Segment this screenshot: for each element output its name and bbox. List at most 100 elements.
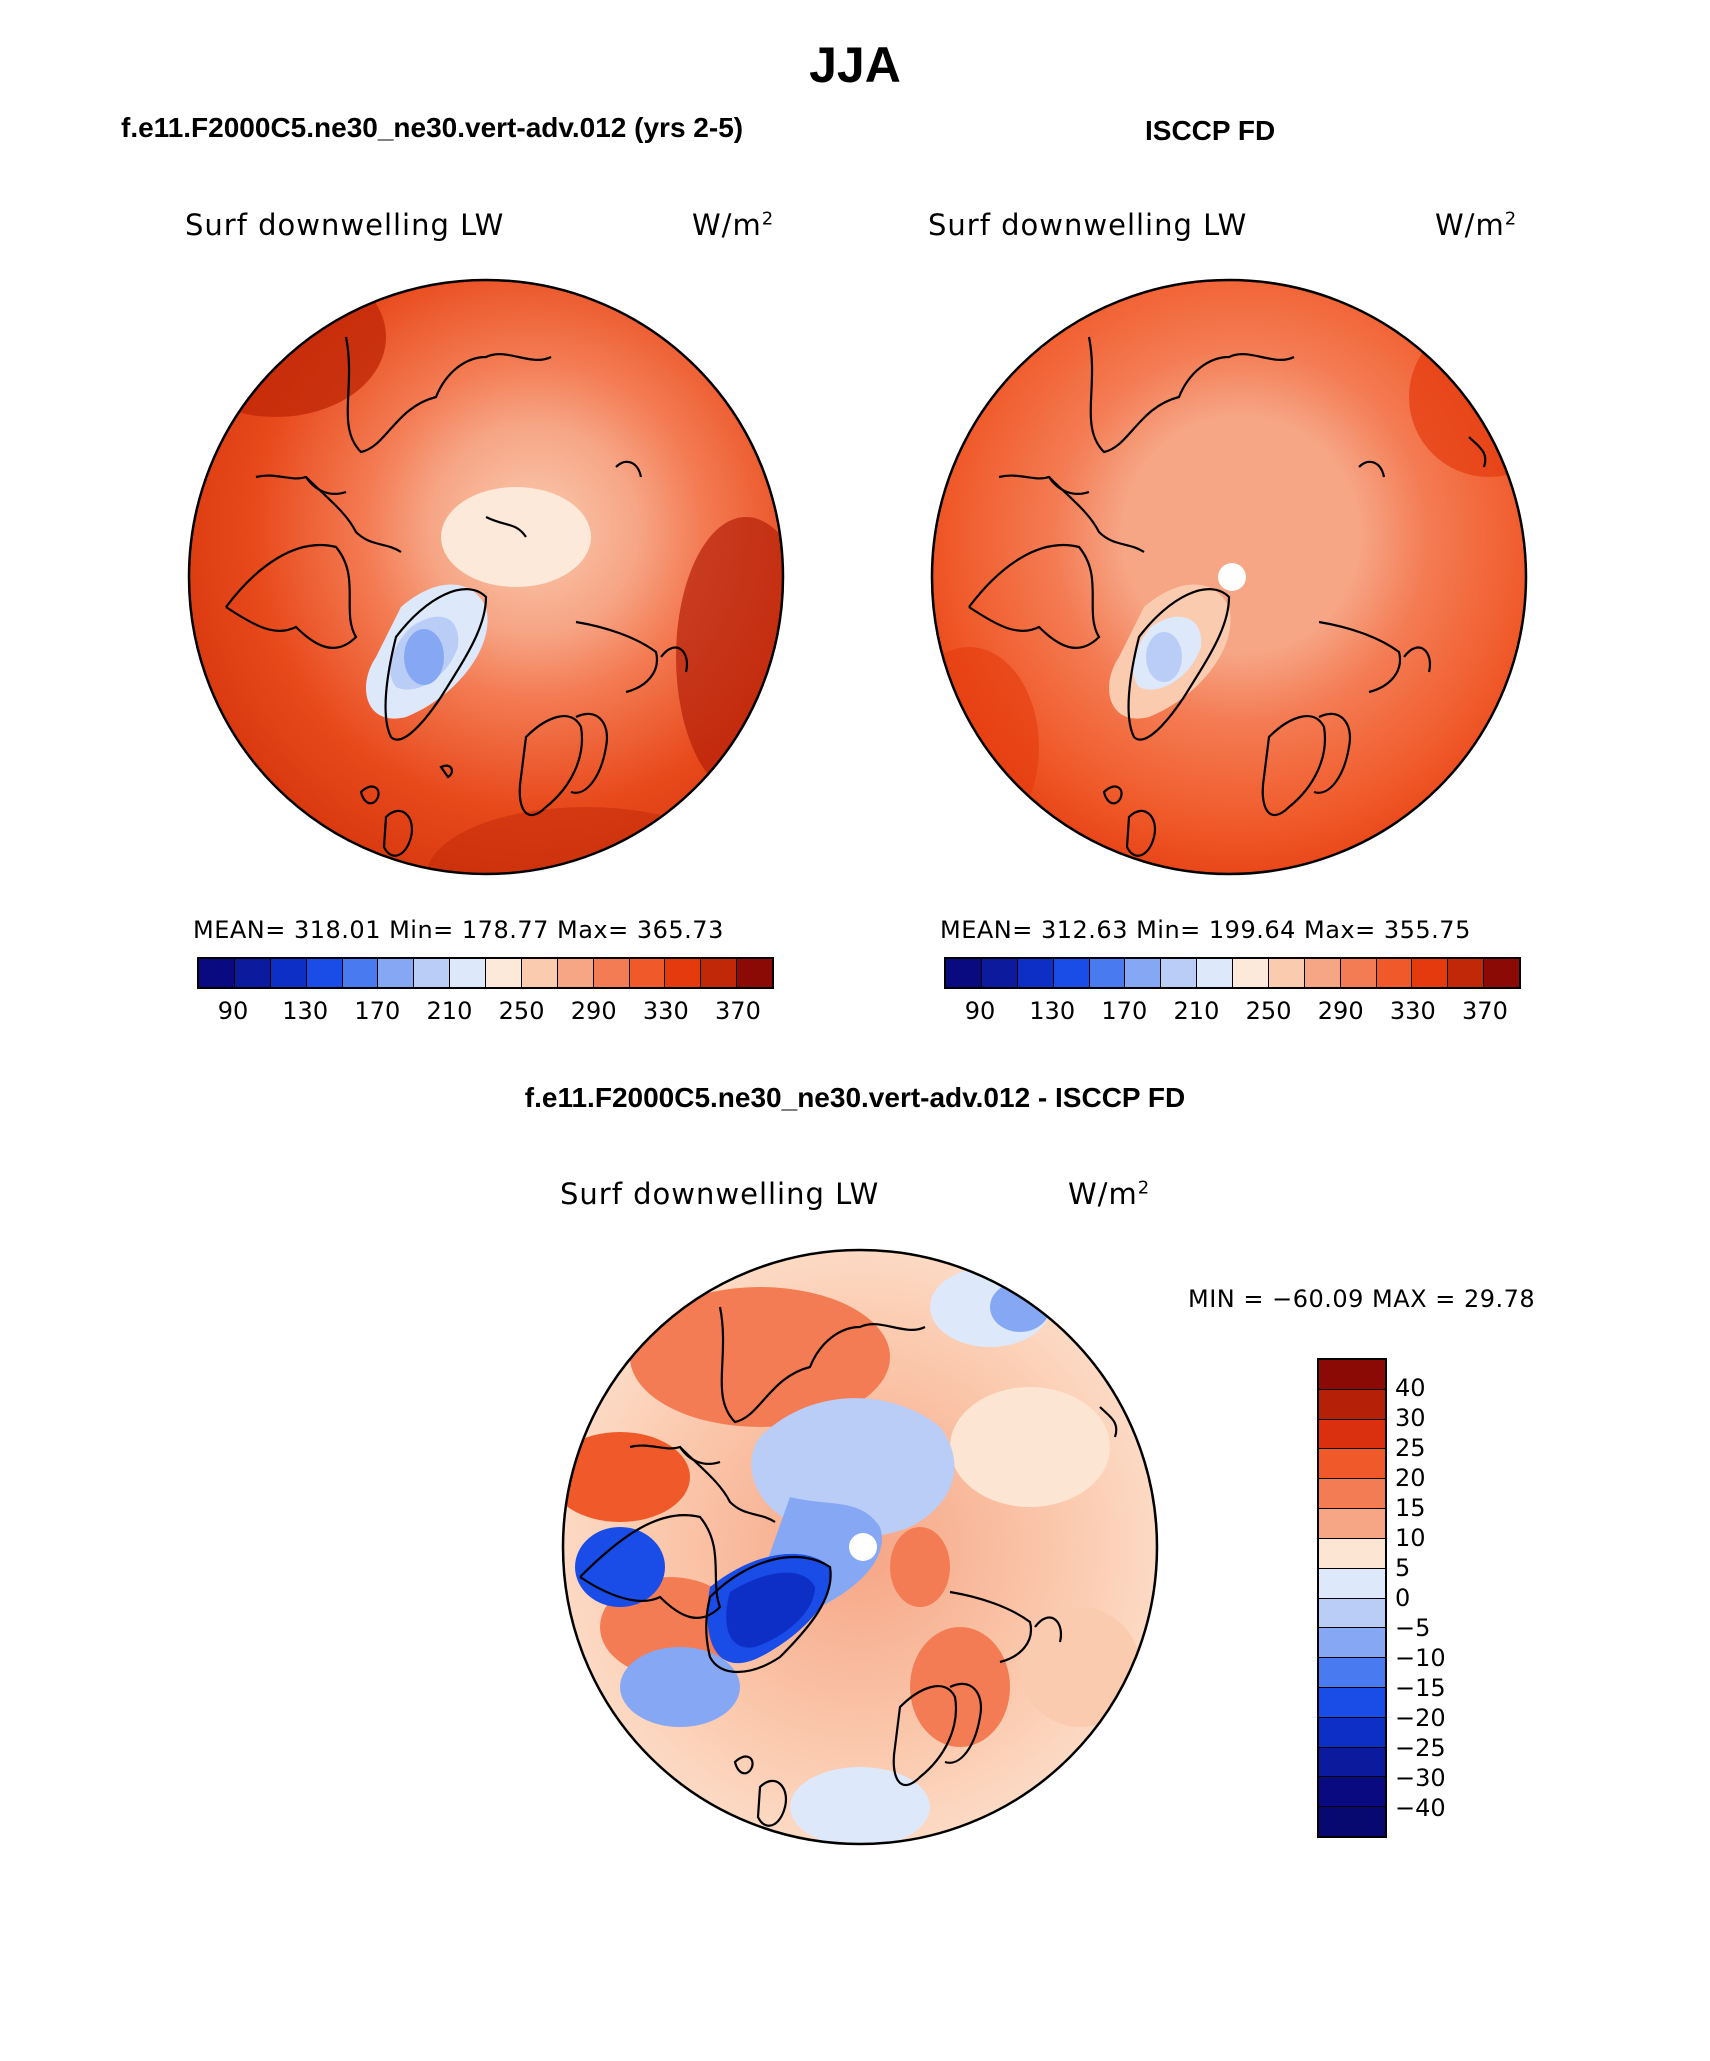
colorbar-tick-label: 210 [1173,997,1220,1025]
obs-colorbar [944,957,1521,989]
colorbar-swatch [1125,959,1162,987]
colorbar-tick-label: 250 [498,997,545,1025]
diff-field-label: Surf downwelling LW [560,1177,880,1211]
obs-field-label: Surf downwelling LW [928,208,1248,242]
colorbar-swatch [1233,959,1269,987]
diff-minmax: MIN = −60.09 MAX = 29.78 [1188,1285,1536,1313]
colorbar-swatch [665,959,702,987]
colorbar-swatch [1268,959,1305,987]
colorbar-swatch [1197,959,1233,987]
colorbar-tick-label: −20 [1395,1704,1446,1732]
model-units: W/m2 [692,208,775,242]
colorbar-tick-label: 10 [1395,1524,1426,1552]
colorbar-swatch [199,959,235,987]
colorbar-swatch [270,959,307,987]
colorbar-swatch [981,959,1018,987]
colorbar-swatch [1319,1598,1385,1629]
colorbar-tick-label: −15 [1395,1674,1446,1702]
colorbar-swatch [1376,959,1413,987]
obs-panel-header: ISCCP FD [1145,115,1276,146]
colorbar-swatch [1017,959,1054,987]
diff-colorbar-labels: 40 30 25 20 15 10 5 0 −5 −10 −15 −20 −25 −30 −40 [1395,1358,1475,1838]
colorbar-tick-label: 15 [1395,1494,1426,1522]
figure-title: JJA [809,37,901,93]
colorbar-swatch [342,959,379,987]
colorbar-swatch [1412,959,1449,987]
colorbar-tick-label: 370 [1462,997,1508,1025]
colorbar-tick-label: 90 [217,997,249,1025]
colorbar-tick-label: 0 [1395,1584,1411,1612]
colorbar-swatch [1319,1747,1385,1778]
colorbar-tick-label: 250 [1245,997,1292,1025]
colorbar-tick-label: −40 [1395,1794,1446,1822]
colorbar-tick-label: −25 [1395,1734,1446,1762]
colorbar-tick-label: 330 [1389,997,1436,1025]
colorbar-swatch [414,959,451,987]
colorbar-swatch [450,959,486,987]
colorbar-swatch [1319,1628,1385,1659]
colorbar-tick-label: −10 [1395,1644,1446,1672]
colorbar-swatch [1053,959,1090,987]
model-polar-map [187,278,785,876]
colorbar-tick-label: 330 [642,997,689,1025]
colorbar-tick-label: 25 [1395,1434,1426,1462]
colorbar-tick-label: 290 [570,997,617,1025]
colorbar-tick-label: 130 [282,997,329,1025]
colorbar-swatch [946,959,982,987]
colorbar-swatch [306,959,343,987]
colorbar-swatch [1319,1389,1385,1420]
colorbar-swatch [1319,1807,1385,1836]
model-colorbar-labels: 90 130 170 210 250 290 330 370 [197,997,774,1027]
colorbar-tick-label: 170 [354,997,401,1025]
model-field-label: Surf downwelling LW [185,208,505,242]
colorbar-swatch [557,959,594,987]
model-stats: MEAN= 318.01 Min= 178.77 Max= 365.73 [193,916,724,944]
colorbar-tick-label: 130 [1029,997,1076,1025]
colorbar-swatch [1484,959,1519,987]
colorbar-tick-label: 5 [1395,1554,1411,1582]
colorbar-swatch [1319,1479,1385,1510]
colorbar-swatch [1319,1777,1385,1808]
colorbar-swatch [1319,1687,1385,1718]
colorbar-swatch [1089,959,1126,987]
model-colorbar [197,957,774,989]
obs-colorbar-labels: 90 130 170 210 250 290 330 370 [944,997,1521,1027]
colorbar-swatch [1319,1360,1385,1390]
diff-colorbar [1317,1358,1387,1838]
colorbar-swatch [486,959,522,987]
colorbar-tick-label: 20 [1395,1464,1426,1492]
colorbar-swatch [1319,1658,1385,1688]
colorbar-swatch [521,959,558,987]
obs-stats: MEAN= 312.63 Min= 199.64 Max= 355.75 [940,916,1471,944]
colorbar-swatch [593,959,630,987]
colorbar-swatch [1319,1717,1385,1748]
colorbar-swatch [1319,1509,1385,1539]
colorbar-swatch [701,959,738,987]
model-panel-header: f.e11.F2000C5.ne30_ne30.vert-adv.012 (yr… [121,112,744,143]
colorbar-tick-label: −30 [1395,1764,1446,1792]
colorbar-swatch [1161,959,1198,987]
colorbar-tick-label: 30 [1395,1404,1426,1432]
obs-units: W/m2 [1435,208,1518,242]
colorbar-tick-label: 40 [1395,1374,1426,1402]
colorbar-swatch [234,959,271,987]
colorbar-swatch [1319,1568,1385,1599]
colorbar-swatch [629,959,666,987]
colorbar-tick-label: −5 [1395,1614,1431,1642]
diff-units: W/m2 [1068,1177,1151,1211]
colorbar-tick-label: 370 [715,997,761,1025]
diff-panel-header: f.e11.F2000C5.ne30_ne30.vert-adv.012 - I… [524,1082,1186,1113]
colorbar-swatch [1319,1419,1385,1450]
colorbar-swatch [1319,1538,1385,1569]
colorbar-swatch [378,959,415,987]
colorbar-tick-label: 90 [964,997,996,1025]
colorbar-swatch [737,959,772,987]
colorbar-swatch [1304,959,1341,987]
obs-polar-map [930,278,1528,876]
colorbar-swatch [1340,959,1377,987]
colorbar-tick-label: 170 [1101,997,1148,1025]
colorbar-tick-label: 210 [426,997,473,1025]
colorbar-tick-label: 290 [1317,997,1364,1025]
colorbar-swatch [1319,1449,1385,1480]
colorbar-swatch [1448,959,1485,987]
